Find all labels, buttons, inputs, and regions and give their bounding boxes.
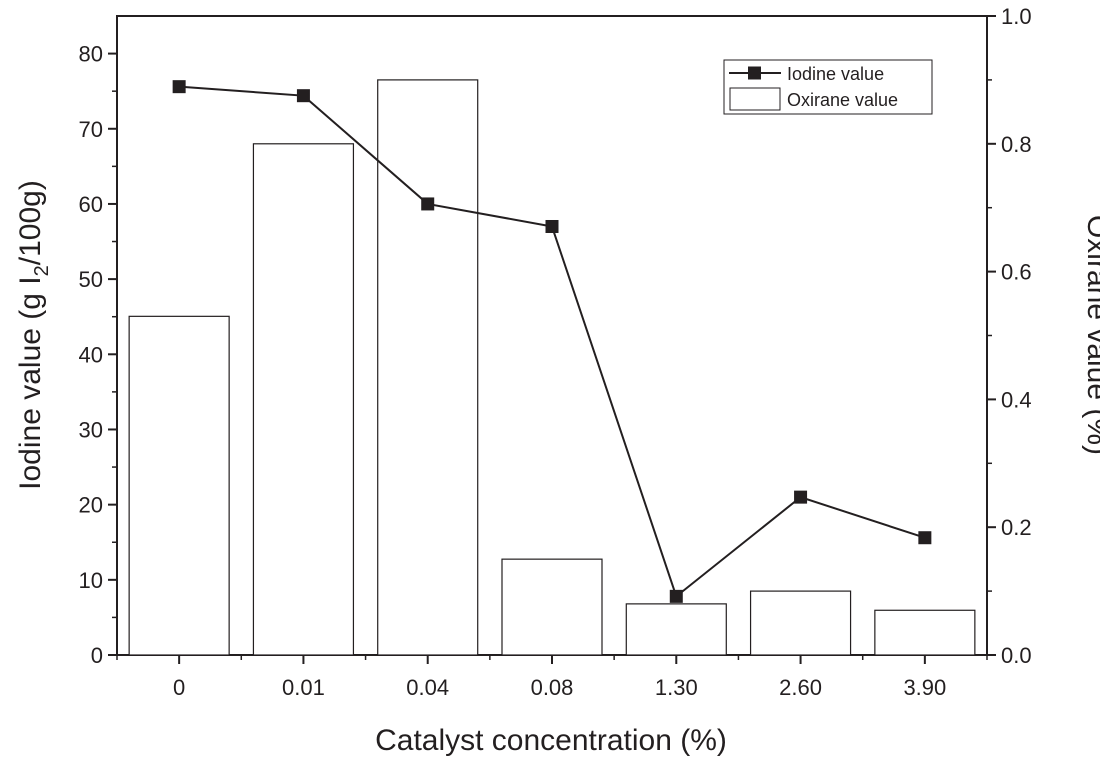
oxirane-bar [377,79,479,656]
right-tick-label: 1.0 [1001,4,1032,29]
legend-label-oxirane: Oxirane value [787,90,898,110]
right-tick-label: 0.0 [1001,643,1032,668]
left-tick-label: 70 [79,117,103,142]
iodine-point [918,531,932,545]
y-axis-title-left: Iodine value (g I2/100g) [14,180,53,490]
y-axis-title-left-main: Iodine value (g I [14,276,47,489]
x-axis-title: Catalyst concentration (%) [375,724,727,757]
x-tick-label: 3.90 [903,675,946,700]
oxirane-bars [128,79,976,656]
left-tick-label: 80 [79,42,103,67]
legend-marker-swatch [748,66,761,80]
x-tick-label: 1.30 [655,675,698,700]
axes: 0 10 20 30 40 50 60 70 80 0.0 0.2 0.4 0.6 0.8 1.0 0 0.01… [79,4,1032,700]
x-tick-label: 2.60 [779,675,822,700]
left-tick-label: 10 [79,568,103,593]
right-tick-label: 0.6 [1001,260,1032,285]
oxirane-bar [625,603,727,656]
y-axis-title-left-rest: /100g) [14,180,47,265]
right-tick-label: 0.2 [1001,515,1032,540]
x-tick-label: 0.08 [531,675,574,700]
right-tick-label: 0.4 [1001,387,1032,412]
iodine-point [296,89,310,103]
x-tick-label: 0.01 [282,675,325,700]
x-tick-label: 0.04 [406,675,449,700]
y-axis-title-left-subscript: 2 [31,265,53,276]
oxirane-bar [501,558,603,656]
left-tick-label: 30 [79,417,103,442]
left-tick-label: 0 [91,643,103,668]
legend-label-iodine: Iodine value [787,64,884,84]
oxirane-bar [874,609,976,656]
iodine-point [794,490,808,504]
legend-bar-swatch [729,87,781,111]
x-tick-label: 0 [173,675,185,700]
iodine-point [545,219,559,233]
oxirane-bar [252,143,355,656]
iodine-point [421,197,435,211]
legend: Iodine value Oxirane value [723,59,933,115]
iodine-line-series [172,80,932,603]
iodine-point [172,80,186,94]
oxirane-bar [749,590,852,656]
left-tick-label: 60 [79,192,103,217]
right-tick-label: 0.8 [1001,132,1032,157]
left-tick-label: 20 [79,493,103,518]
y-axis-title-right: Oxirane value (%) [1081,215,1100,455]
iodine-point [669,589,683,603]
left-tick-label: 50 [79,267,103,292]
left-tick-label: 40 [79,342,103,367]
oxirane-bar [128,315,230,656]
